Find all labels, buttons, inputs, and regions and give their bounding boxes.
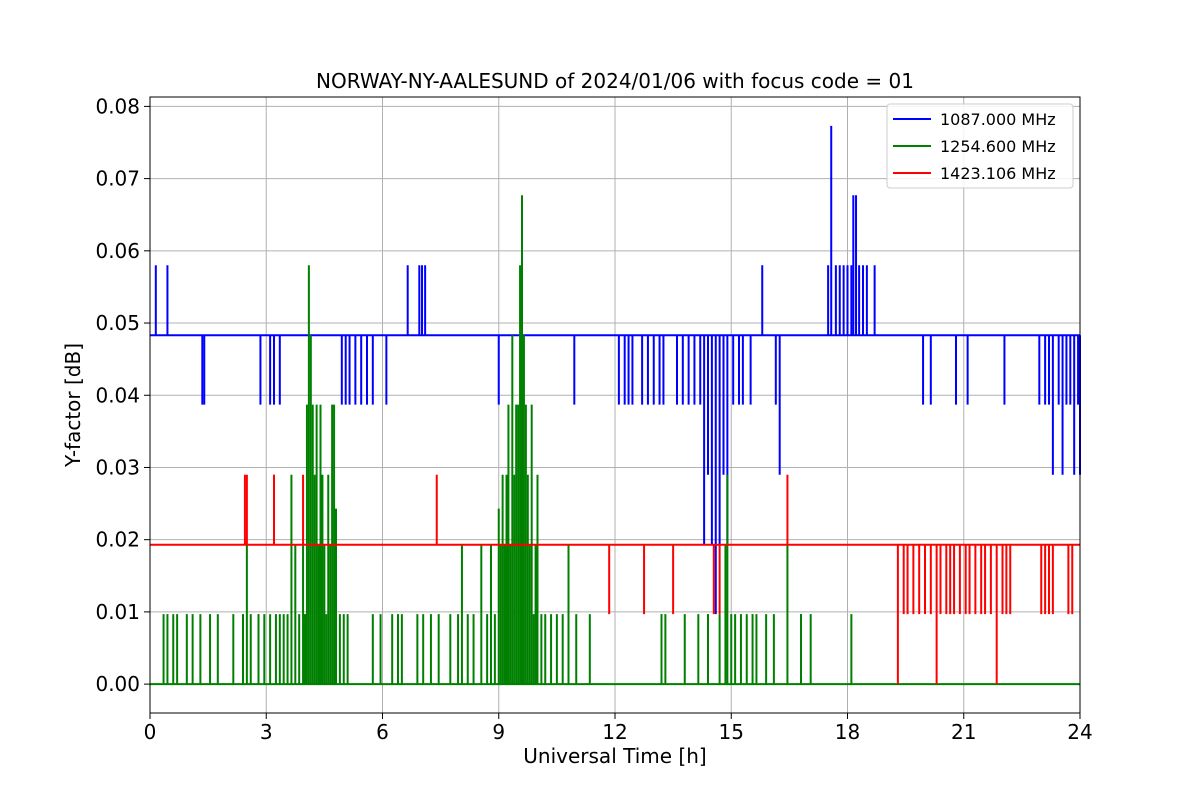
series-1 <box>150 125 1081 615</box>
y-tick-label: 0.08 <box>95 94 140 118</box>
y-tick-label: 0.01 <box>95 600 140 624</box>
x-tick-label: 6 <box>376 720 389 744</box>
y-tick-label: 0.00 <box>95 672 140 696</box>
x-tick-label: 21 <box>951 720 976 744</box>
x-tick-label: 18 <box>835 720 860 744</box>
y-tick-label: 0.06 <box>95 239 140 263</box>
x-tick-label: 3 <box>260 720 273 744</box>
x-tick-label: 24 <box>1067 720 1092 744</box>
legend-label: 1087.000 MHz <box>940 110 1056 129</box>
x-axis: 0 3 6 9 12 15 18 21 24 <box>144 713 1093 744</box>
series-layer <box>150 125 1081 686</box>
y-axis-label: Y-factor [dB] <box>61 343 85 468</box>
x-tick-label: 9 <box>492 720 505 744</box>
y-axis: 0.00 0.01 0.02 0.03 0.04 0.05 0.06 0.07 0.08 <box>95 94 150 696</box>
legend-label: 1254.600 MHz <box>940 137 1056 156</box>
x-tick-label: 0 <box>144 720 157 744</box>
y-tick-label: 0.07 <box>95 167 140 191</box>
y-tick-label: 0.05 <box>95 311 140 335</box>
y-tick-label: 0.02 <box>95 528 140 552</box>
y-tick-label: 0.04 <box>95 383 140 407</box>
x-tick-label: 15 <box>719 720 744 744</box>
x-tick-label: 12 <box>602 720 627 744</box>
legend-box <box>886 103 1074 189</box>
chart-title: NORWAY-NY-AALESUND of 2024/01/06 with fo… <box>316 69 914 93</box>
legend-label: 1423.106 MHz <box>940 164 1056 183</box>
legend: 1087.000 MHz 1254.600 MHz 1423.106 MHz <box>886 103 1074 189</box>
y-tick-label: 0.03 <box>95 455 140 479</box>
x-axis-label: Universal Time [h] <box>523 744 706 768</box>
series-3 <box>150 474 1080 685</box>
